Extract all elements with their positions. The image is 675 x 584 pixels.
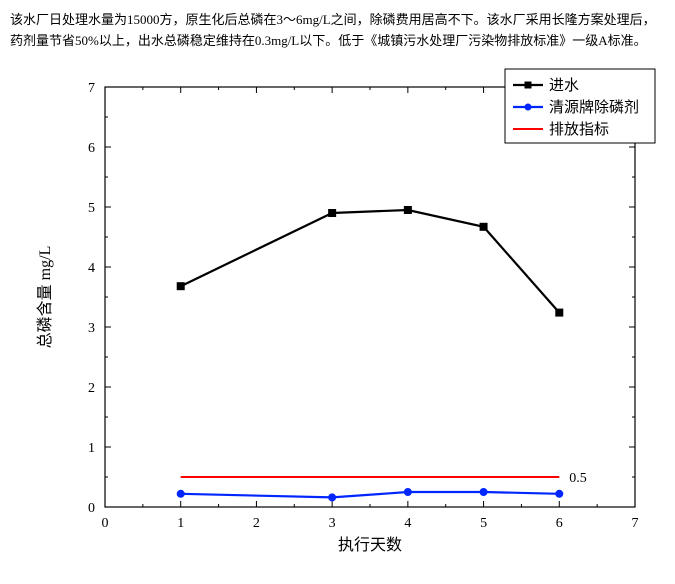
svg-text:5: 5 — [480, 516, 487, 531]
svg-text:3: 3 — [329, 516, 336, 531]
phosphorus-chart: 0 1 2 3 4 5 6 7 0 1 2 3 4 5 6 7 0.5 执行天数 总磷含量 mg/L 进水清源牌除磷剂… — [10, 62, 665, 562]
svg-text:7: 7 — [88, 81, 95, 96]
chart-svg: 0 1 2 3 4 5 6 7 0 1 2 3 4 5 6 7 0.5 执行天数 总磷含量 mg/L 进水清源牌除磷剂… — [10, 62, 665, 562]
svg-text:排放指标: 排放指标 — [549, 121, 609, 138]
svg-text:0: 0 — [88, 501, 95, 516]
svg-text:7: 7 — [632, 516, 639, 531]
svg-text:4: 4 — [404, 516, 411, 531]
svg-text:6: 6 — [88, 141, 95, 156]
svg-text:0: 0 — [102, 516, 109, 531]
svg-text:执行天数: 执行天数 — [338, 536, 402, 554]
svg-text:0.5: 0.5 — [569, 471, 587, 486]
svg-text:1: 1 — [177, 516, 184, 531]
svg-text:5: 5 — [88, 201, 95, 216]
svg-text:6: 6 — [556, 516, 563, 531]
svg-text:4: 4 — [88, 261, 95, 276]
svg-text:2: 2 — [88, 381, 95, 396]
description-text: 该水厂日处理水量为15000方，原生化后总磷在3～6mg/L之间，除磷费用居高不… — [10, 10, 665, 52]
svg-text:2: 2 — [253, 516, 260, 531]
svg-text:清源牌除磷剂: 清源牌除磷剂 — [549, 99, 639, 116]
svg-text:1: 1 — [88, 441, 95, 456]
svg-text:进水: 进水 — [549, 77, 579, 94]
svg-text:总磷含量 mg/L: 总磷含量 mg/L — [36, 245, 54, 348]
svg-text:3: 3 — [88, 321, 95, 336]
